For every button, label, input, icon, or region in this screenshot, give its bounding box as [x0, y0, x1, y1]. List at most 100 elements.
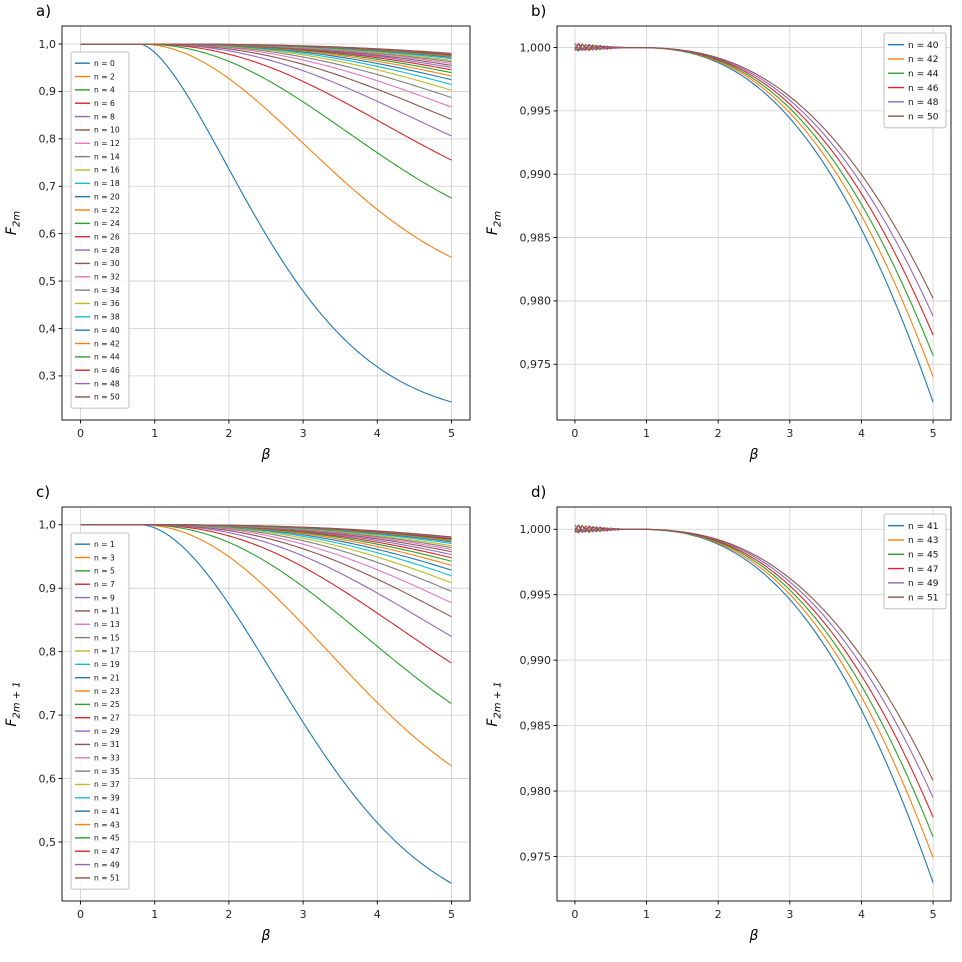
- y-tick-label: 1,000: [520, 41, 552, 54]
- x-tick-label: 2: [225, 908, 232, 921]
- legend-label: n = 21: [94, 673, 120, 682]
- legend-label: n = 3: [94, 553, 115, 562]
- legend-label: n = 5: [94, 567, 115, 576]
- y-tick-label: 0,7: [39, 709, 57, 722]
- legend-label: n = 0: [94, 59, 115, 68]
- legend-label: n = 18: [94, 179, 120, 188]
- axis-ticks: 0 1 2 3 4 5 0,3 0,4 0,5 0,6 0,7 0,8 0,9 1,0: [39, 38, 455, 440]
- y-tick-label: 0,7: [39, 180, 57, 193]
- legend-label: n = 50: [94, 393, 120, 402]
- legend-label: n = 50: [908, 112, 939, 122]
- legend-label: n = 30: [94, 259, 120, 268]
- x-tick-label: 0: [571, 908, 578, 921]
- x-axis-label: β: [749, 447, 759, 463]
- curves: [80, 524, 452, 884]
- legend-label: n = 45: [908, 550, 938, 560]
- curves: [574, 42, 934, 403]
- gridlines: [62, 26, 470, 420]
- legend-label: n = 6: [94, 99, 115, 108]
- x-tick-label: 5: [930, 427, 937, 440]
- y-tick-label: 0,975: [520, 358, 552, 371]
- x-axis-label: β: [261, 447, 271, 463]
- panel-a: a) 0 1 2 3 4 5 0,3 0,4 0,5 0,6 0,7 0,8 0,9 1,0 β F2m n =…: [0, 0, 481, 481]
- legend-frame: [883, 32, 947, 129]
- y-tick-label: 0,990: [520, 168, 552, 181]
- curves: [80, 43, 452, 403]
- y-tick-label: 1,0: [39, 38, 57, 51]
- y-tick-label: 0,5: [39, 836, 57, 849]
- x-tick-label: 4: [858, 427, 865, 440]
- legend-label: n = 39: [94, 794, 120, 803]
- legend-label: n = 19: [94, 660, 120, 669]
- legend-label: n = 13: [94, 620, 120, 629]
- legend-label: n = 49: [94, 860, 120, 869]
- legend-label: n = 46: [94, 366, 120, 375]
- legend-label: n = 51: [908, 593, 938, 603]
- legend-label: n = 17: [94, 647, 120, 656]
- legend-label: n = 4: [94, 86, 115, 95]
- y-tick-label: 0,5: [39, 275, 57, 288]
- legend-label: n = 7: [94, 580, 115, 589]
- series-line-n=42: [574, 43, 934, 378]
- axes-frame: [61, 506, 471, 902]
- legend-label: n = 11: [94, 607, 120, 616]
- panel-label-a: a): [36, 2, 52, 20]
- legend: n = 1 n = 3 n = 5 n = 7 n = 9 n = 11 n = 13 n =…: [70, 532, 130, 890]
- series-line-n=46: [574, 42, 934, 336]
- panel-label-d: d): [531, 483, 547, 501]
- chart-b: 0 1 2 3 4 5 0,975 0,980 0,985 0,990 0,995 1,000 β F2m…: [485, 25, 952, 463]
- y-axis-label: F2m: [485, 211, 504, 235]
- x-axis-label: β: [261, 928, 271, 944]
- x-tick-label: 0: [77, 908, 84, 921]
- legend-label: n = 22: [94, 206, 120, 215]
- legend-label: n = 45: [94, 834, 120, 843]
- series-line-n=47: [574, 524, 934, 818]
- legend-label: n = 42: [94, 339, 120, 348]
- legend-label: n = 10: [94, 126, 120, 135]
- legend-label: n = 42: [908, 55, 938, 65]
- legend-frame: [70, 51, 130, 409]
- legend-label: n = 12: [94, 139, 120, 148]
- panel-label-c: c): [36, 483, 51, 501]
- y-tick-label: 1,000: [520, 523, 552, 536]
- y-tick-label: 0,995: [520, 589, 552, 602]
- legend-label: n = 27: [94, 713, 120, 722]
- y-tick-label: 0,6: [39, 227, 57, 240]
- series-line-n=45: [574, 524, 934, 838]
- x-tick-label: 4: [374, 908, 381, 921]
- x-tick-label: 5: [930, 908, 937, 921]
- series-line-n=51: [574, 525, 934, 781]
- legend-label: n = 23: [94, 687, 120, 696]
- x-tick-label: 1: [643, 908, 650, 921]
- y-tick-label: 0,980: [520, 295, 552, 308]
- legend-label: n = 43: [94, 820, 120, 829]
- legend: n = 41 n = 43 n = 45 n = 47 n = 49 n = 51: [883, 513, 947, 610]
- chart-d: 0 1 2 3 4 5 0,975 0,980 0,985 0,990 0,995 1,000 β F2m…: [485, 506, 952, 944]
- axis-ticks: 0 1 2 3 4 5 0,975 0,980 0,985 0,990 0,995 1,000: [520, 523, 937, 921]
- y-axis-label: F2m: [4, 211, 23, 235]
- series-line-n=3: [80, 524, 452, 767]
- x-tick-label: 3: [786, 427, 793, 440]
- legend-label: n = 37: [94, 780, 120, 789]
- panel-b: b) 0 1 2 3 4 5 0,975 0,980 0,985 0,990 0,995 1,000 β…: [481, 0, 962, 481]
- legend-label: n = 1: [94, 540, 115, 549]
- series-line-n=6: [80, 43, 452, 161]
- series-line-n=2: [80, 43, 452, 258]
- axes-frame: [61, 25, 471, 421]
- y-tick-label: 0,9: [39, 85, 57, 98]
- x-tick-label: 3: [786, 908, 793, 921]
- y-tick-label: 0,8: [39, 645, 57, 658]
- legend-label: n = 48: [94, 379, 120, 388]
- legend-label: n = 44: [908, 69, 939, 79]
- legend-label: n = 43: [908, 536, 938, 546]
- series-line-n=50: [80, 43, 452, 54]
- y-tick-label: 0,9: [39, 582, 57, 595]
- legend: n = 40 n = 42 n = 44 n = 46 n = 48 n = 50: [883, 32, 947, 129]
- x-tick-label: 2: [715, 427, 722, 440]
- x-tick-label: 5: [448, 908, 455, 921]
- y-tick-label: 0,3: [39, 370, 57, 383]
- panel-c: c) 0 1 2 3 4 5 0,5 0,6 0,7 0,8 0,9 1,0 β F2m + 1 n = 1…: [0, 481, 481, 962]
- legend-label: n = 8: [94, 112, 115, 121]
